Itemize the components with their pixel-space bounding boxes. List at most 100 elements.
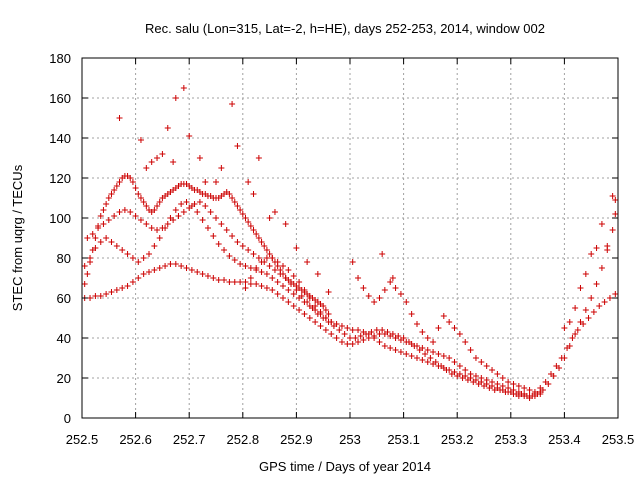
data-point	[280, 283, 286, 289]
data-point	[280, 263, 286, 269]
data-point	[263, 255, 270, 261]
data-point	[515, 383, 522, 389]
data-point	[103, 235, 110, 241]
data-point	[250, 251, 257, 257]
data-point	[548, 371, 554, 377]
data-point	[285, 299, 292, 305]
data-point	[521, 385, 528, 391]
x-tick-label: 252.7	[173, 432, 206, 447]
data-point	[266, 263, 273, 269]
data-point	[84, 235, 91, 241]
data-point	[97, 213, 104, 219]
data-point	[306, 315, 313, 321]
data-point	[379, 327, 386, 333]
data-point	[601, 299, 608, 305]
data-point	[204, 225, 211, 231]
data-point	[510, 381, 517, 387]
data-point	[440, 313, 447, 319]
data-point	[180, 209, 187, 215]
data-point	[103, 291, 110, 297]
data-point	[451, 359, 458, 365]
y-axis-label: STEC from uqrg / TECUs	[10, 164, 25, 311]
data-point	[202, 203, 209, 209]
data-point	[472, 355, 479, 361]
data-point	[572, 331, 579, 337]
data-point	[135, 275, 142, 281]
data-point	[242, 215, 249, 221]
data-point	[274, 259, 281, 265]
data-point	[312, 303, 319, 309]
data-point	[373, 327, 380, 333]
data-point	[231, 199, 238, 205]
data-point	[258, 239, 265, 245]
data-point	[376, 339, 383, 345]
data-point	[113, 183, 120, 189]
data-point	[582, 307, 589, 313]
data-point	[510, 391, 517, 397]
data-point	[255, 235, 262, 241]
data-point	[154, 227, 161, 233]
data-point	[92, 293, 99, 299]
data-point	[312, 319, 319, 325]
data-point	[204, 273, 211, 279]
data-point	[135, 259, 142, 265]
data-point	[266, 215, 273, 221]
data-point	[108, 191, 115, 197]
data-point	[505, 389, 512, 395]
y-tick-label: 20	[57, 371, 71, 386]
data-point	[210, 275, 217, 281]
data-point	[263, 247, 270, 253]
data-point	[172, 261, 179, 267]
data-point	[92, 245, 99, 251]
data-point	[164, 221, 171, 227]
data-point	[381, 287, 388, 293]
data-point	[347, 335, 353, 341]
data-point	[156, 265, 163, 271]
data-point	[162, 225, 169, 231]
data-point	[277, 271, 284, 277]
data-point	[462, 367, 469, 373]
data-point	[505, 379, 512, 385]
data-point	[483, 381, 490, 387]
data-point	[148, 159, 155, 165]
data-point	[467, 375, 474, 381]
data-point	[148, 225, 155, 231]
data-point	[239, 211, 246, 217]
data-point	[223, 227, 230, 233]
data-point	[381, 343, 388, 349]
data-point	[121, 207, 128, 213]
data-point	[322, 315, 329, 321]
data-point	[296, 279, 303, 285]
data-point	[280, 295, 286, 301]
data-point	[285, 287, 292, 293]
data-point	[317, 323, 324, 329]
data-point	[156, 199, 163, 205]
data-point	[129, 279, 136, 285]
data-point	[113, 287, 120, 293]
data-point	[606, 295, 613, 301]
x-tick-label: 252.6	[119, 432, 152, 447]
data-point	[92, 235, 99, 241]
data-point	[140, 199, 147, 205]
data-point	[263, 271, 270, 277]
data-point	[143, 221, 150, 227]
data-point	[424, 359, 431, 365]
data-point	[162, 263, 169, 269]
data-point	[301, 299, 308, 305]
data-point	[226, 253, 233, 259]
data-point	[119, 285, 126, 291]
data-point	[333, 321, 340, 327]
data-point	[95, 225, 102, 231]
data-point	[229, 101, 236, 107]
data-point	[105, 217, 112, 223]
data-point	[424, 347, 431, 353]
data-point	[462, 339, 469, 345]
data-point	[221, 277, 228, 283]
data-point	[360, 337, 367, 343]
data-point	[341, 331, 348, 337]
data-point	[604, 243, 611, 249]
data-point	[274, 291, 281, 297]
data-point	[306, 295, 313, 301]
data-point	[111, 213, 118, 219]
data-point	[127, 209, 134, 215]
